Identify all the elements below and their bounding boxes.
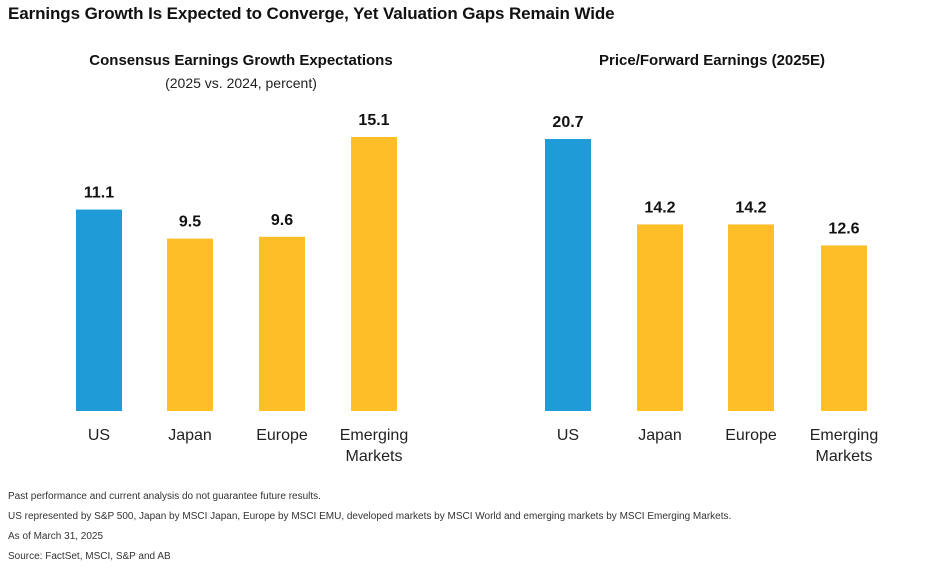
chart-growth-subtitle: (2025 vs. 2024, percent) <box>165 75 317 91</box>
value-label-japan: 14.2 <box>644 199 675 216</box>
footnote-disclaimer: Past performance and current analysis do… <box>8 491 321 502</box>
category-label-europe: Europe <box>256 427 308 444</box>
footnotes: Past performance and current analysis do… <box>8 487 731 567</box>
value-label-us: 20.7 <box>552 114 583 131</box>
bar-europe <box>259 236 305 411</box>
chart-growth: Consensus Earnings Growth Expectations (… <box>76 52 408 465</box>
category-label-emerging-markets: Emerging <box>340 427 408 444</box>
bar-europe <box>728 224 774 411</box>
chart-pe-marks: 20.7 US 14.2 Japan 14.2 Europe 12.6 Emerging Mar… <box>545 114 878 465</box>
value-label-us: 11.1 <box>84 185 114 202</box>
footnote-date: As of March 31, 2025 <box>8 531 104 542</box>
category-label-us: US <box>88 427 110 444</box>
category-label-emerging-markets: Emerging <box>810 427 878 444</box>
bar-japan <box>637 224 683 411</box>
footnote-source: Source: FactSet, MSCI, S&P and AB <box>8 551 171 562</box>
category-label-emerging-markets: Markets <box>346 448 403 465</box>
value-label-europe: 14.2 <box>735 199 766 216</box>
value-label-emerging-markets: 12.6 <box>828 220 859 237</box>
chart-growth-title: Consensus Earnings Growth Expectations <box>89 52 392 69</box>
value-label-japan: 9.5 <box>179 214 201 231</box>
category-label-us: US <box>557 427 579 444</box>
value-label-emerging-markets: 15.1 <box>358 112 389 129</box>
bar-emerging-markets <box>351 137 397 411</box>
footnote-index-definitions: US represented by S&P 500, Japan by MSCI… <box>8 511 732 522</box>
charts-canvas: Consensus Earnings Growth Expectations (… <box>76 52 878 465</box>
category-label-japan: Japan <box>168 427 212 444</box>
bar-us <box>545 139 591 411</box>
category-label-emerging-markets: Markets <box>816 448 873 465</box>
chart-pe-title: Price/Forward Earnings (2025E) <box>599 52 825 69</box>
category-label-europe: Europe <box>725 427 777 444</box>
chart-pe: Price/Forward Earnings (2025E) 20.7 US 14.… <box>545 52 878 465</box>
bar-emerging-markets <box>821 245 867 411</box>
bar-us <box>76 209 122 411</box>
chart-growth-marks: 11.1 US 9.5 Japan 9.6 Europe 15.1 Emerging Marke… <box>76 112 408 465</box>
page-title: Earnings Growth Is Expected to Converge,… <box>8 4 615 23</box>
value-label-europe: 9.6 <box>271 212 293 229</box>
category-label-japan: Japan <box>638 427 682 444</box>
bar-japan <box>167 238 213 411</box>
